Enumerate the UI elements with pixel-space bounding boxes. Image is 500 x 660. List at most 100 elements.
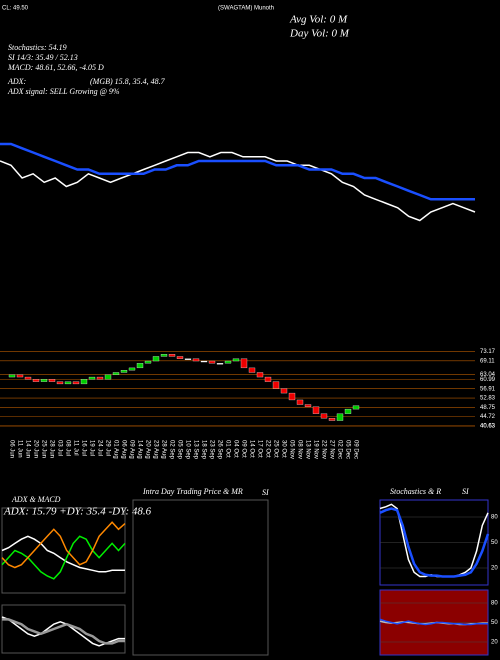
y-tick-label: 60.99 [480, 377, 496, 383]
y-tick-label: 63.04 [480, 372, 496, 378]
candle-body [112, 372, 120, 375]
candle-body [232, 358, 240, 362]
y-tick-label: 69.11 [480, 358, 495, 364]
x-tick-label: 03 Jul [56, 440, 62, 456]
panel-frame [132, 499, 269, 656]
candle-body [16, 374, 24, 378]
panel-subtitle: ADX: 15.79 +DY: 35.4 -DY: 48.6 [3, 506, 152, 518]
x-tick-label: 09 Oct [240, 440, 246, 458]
x-tick-label: 20 Jun [32, 440, 38, 458]
candle-body [240, 358, 248, 369]
y-tick-label: 50 [491, 540, 498, 546]
panel-title: ADX & MACD [11, 495, 61, 504]
candle-body [352, 405, 360, 410]
candle-body [168, 354, 176, 357]
x-tick-label: 06 Aug [120, 440, 126, 459]
x-tick-label: 19 Nov [312, 440, 318, 459]
cl: CL: 49.50 [2, 6, 29, 12]
macd-text: MACD: 48.61, 52.66, -4.05 D [7, 63, 104, 72]
x-tick-label: 05 Nov [288, 440, 294, 459]
panel-title: Intra Day Trading Price & MR [142, 487, 243, 496]
candle-body [104, 374, 112, 380]
x-tick-label: 16 Jul [80, 440, 86, 456]
x-tick-label: 11 Jul [72, 440, 78, 456]
x-tick-label: 13 Sep [192, 440, 198, 460]
candle-body [296, 399, 304, 405]
x-tick-label: 05 Sep [176, 440, 182, 460]
x-tick-label: 04 Oct [232, 440, 238, 458]
candle-body [224, 360, 232, 364]
y-tick-label: 56.91 [480, 386, 496, 392]
candle-body [304, 404, 312, 407]
adx-signal: ADX signal: SELL Growing @ 9% [7, 87, 120, 96]
x-tick-label: 01 Aug [112, 440, 118, 459]
candle-body [144, 360, 152, 364]
x-tick-label: 08 Nov [296, 440, 302, 459]
y-tick-label: 44.72 [480, 414, 496, 420]
candle-body [336, 413, 344, 421]
x-tick-label: 18 Sep [200, 440, 206, 460]
candle-body [64, 381, 72, 385]
series-line [0, 151, 476, 222]
panel-frame [1, 604, 126, 654]
series-line [0, 142, 475, 201]
candle-body [328, 418, 336, 421]
x-tick-label: 10 Sep [184, 440, 190, 460]
y-tick-label: 20 [491, 566, 498, 572]
series-line [379, 503, 489, 578]
candle-body [208, 360, 216, 364]
x-tick-label: 28 Jun [48, 440, 54, 458]
candle-body [216, 363, 224, 365]
series-line [1, 535, 126, 580]
candle-body [24, 376, 32, 380]
x-tick-label: 13 Nov [304, 440, 310, 459]
x-tick-label: 09 Dec [352, 440, 358, 459]
candle-body [56, 381, 64, 385]
day-vol: Day Vol: 0 M [289, 28, 350, 40]
candle-body [128, 367, 136, 371]
candle-body [344, 408, 352, 414]
candle-body [8, 374, 16, 378]
x-tick-label: 17 Oct [256, 440, 262, 458]
x-tick-label: 14 Oct [248, 440, 254, 458]
mgb-text: (MGB) 15.8, 35.4, 48.7 [90, 77, 166, 86]
x-tick-label: 14 Jun [24, 440, 30, 458]
candle-body [272, 381, 280, 389]
avg-vol: Avg Vol: 0 M [289, 14, 348, 26]
candle-body [200, 360, 208, 363]
candle-body [136, 363, 144, 369]
si-title: SI [262, 488, 269, 497]
candle-body [80, 379, 88, 385]
x-tick-label: 25 Oct [272, 440, 278, 458]
series-line [1, 535, 125, 573]
candle-body [248, 367, 256, 373]
x-tick-label: 01 Oct [224, 440, 230, 458]
x-tick-label: 02 Dec [336, 440, 342, 459]
x-tick-label: 11 Jun [16, 440, 22, 458]
x-tick-label: 05 Dec [344, 440, 350, 459]
series-line [2, 618, 125, 645]
si-text: SI 14/3: 35.49 / 52.13 [8, 53, 78, 62]
y-tick-label: 52.83 [480, 396, 496, 402]
x-tick-label: 06 Jun [8, 440, 14, 458]
x-tick-label: 24 Jul [96, 440, 102, 456]
panel-title: Stochastics & R [390, 487, 441, 496]
candle-body [256, 372, 264, 378]
panel-title: SI [462, 487, 469, 496]
x-tick-label: 08 Jul [64, 440, 70, 456]
x-tick-label: 14 Aug [136, 440, 142, 459]
stoch-text: Stochastics: 54.19 [8, 43, 67, 52]
candle-body [120, 370, 128, 373]
x-tick-label: 25 Jun [40, 440, 46, 458]
candle-body [312, 406, 320, 414]
x-tick-label: 20 Aug [144, 440, 150, 459]
candle-body [184, 358, 192, 360]
candle-body [192, 358, 200, 362]
x-tick-label: 22 Oct [264, 440, 270, 458]
x-tick-label: 19 Jul [88, 440, 94, 456]
x-tick-label: 26 Sep [216, 440, 222, 460]
candle-body [160, 354, 168, 357]
series-line [379, 618, 488, 626]
candle-body [264, 376, 272, 382]
